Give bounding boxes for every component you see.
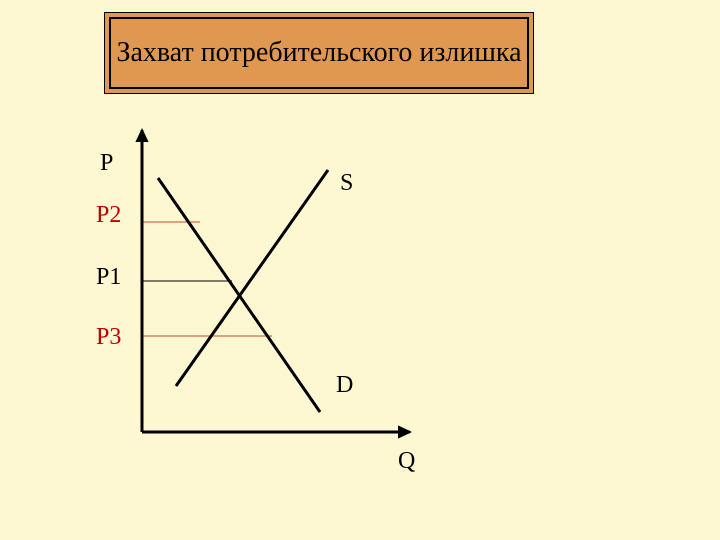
label-P1: P1 (96, 264, 121, 291)
label-D: D (336, 372, 353, 399)
label-Q: Q (398, 448, 415, 475)
slide: Захват потребительского излишка P Q S D … (0, 0, 720, 540)
label-S: S (340, 170, 353, 197)
label-P3: P3 (96, 324, 121, 351)
label-P2: P2 (96, 202, 121, 229)
label-P: P (100, 150, 113, 177)
